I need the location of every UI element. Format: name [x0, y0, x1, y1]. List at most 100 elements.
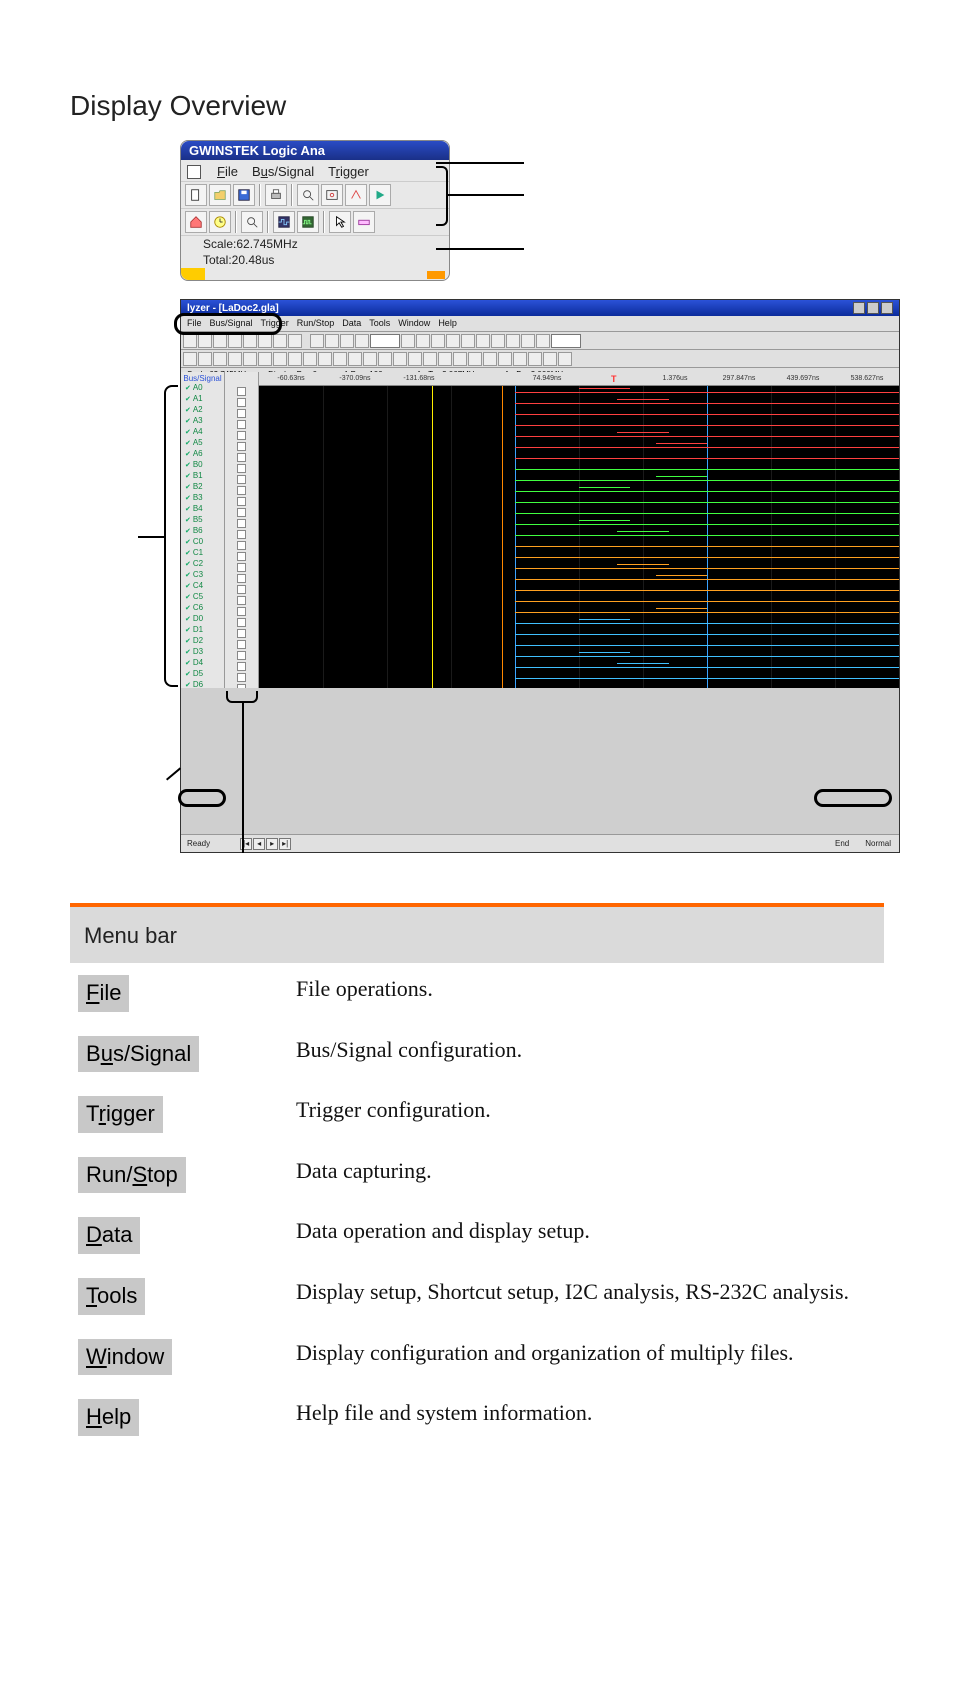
tb1-btn-4[interactable]: [243, 334, 257, 348]
tb1-btn3-2[interactable]: [431, 334, 445, 348]
trigger-cell[interactable]: [225, 496, 258, 507]
tb2-btn-5[interactable]: [258, 352, 272, 366]
tb2-btn-7[interactable]: [288, 352, 302, 366]
trigger-cell[interactable]: [225, 562, 258, 573]
cursor-button[interactable]: [329, 211, 351, 233]
tb2-btn-24[interactable]: [543, 352, 557, 366]
app-toolbar-1[interactable]: [181, 332, 899, 350]
tb1-btn2-1[interactable]: [325, 334, 339, 348]
tb2-btn-18[interactable]: [453, 352, 467, 366]
tb1-btn-1[interactable]: [198, 334, 212, 348]
signal-row[interactable]: D0: [181, 614, 224, 625]
signal-row[interactable]: A3: [181, 416, 224, 427]
trigger-cell[interactable]: [225, 639, 258, 650]
trigger-cell[interactable]: [225, 672, 258, 683]
tb1-btn3-3[interactable]: [446, 334, 460, 348]
trigger-cell[interactable]: [225, 661, 258, 672]
tb1-btn-3[interactable]: [228, 334, 242, 348]
trigger-cell[interactable]: [225, 485, 258, 496]
tb1-btn3-7[interactable]: [506, 334, 520, 348]
tb2-btn-8[interactable]: [303, 352, 317, 366]
app-toolbar-2[interactable]: [181, 350, 899, 368]
zoom-fit-button[interactable]: [297, 184, 319, 206]
signal-row[interactable]: A5: [181, 438, 224, 449]
signal-row[interactable]: B0: [181, 460, 224, 471]
signal-row[interactable]: C4: [181, 581, 224, 592]
tb2-btn-0[interactable]: [183, 352, 197, 366]
trigger-cell[interactable]: [225, 551, 258, 562]
trigger-cell[interactable]: [225, 595, 258, 606]
signal-row[interactable]: D4: [181, 658, 224, 669]
trigger-cell[interactable]: [225, 650, 258, 661]
tb1-combo-2[interactable]: [551, 334, 581, 348]
tb2-btn-2[interactable]: [213, 352, 227, 366]
btn-prev[interactable]: ◂: [253, 838, 265, 850]
trigger-cell[interactable]: [225, 430, 258, 441]
signal-row[interactable]: D1: [181, 625, 224, 636]
signal-row[interactable]: C6: [181, 603, 224, 614]
app-menu-window[interactable]: Window: [398, 318, 430, 329]
trigger-cell[interactable]: [225, 463, 258, 474]
tb2-btn-15[interactable]: [408, 352, 422, 366]
app-menu-help[interactable]: Help: [438, 318, 457, 329]
tb1-btn-6[interactable]: [273, 334, 287, 348]
tb1-btn-2[interactable]: [213, 334, 227, 348]
trigger-cell[interactable]: [225, 617, 258, 628]
tb1-combo-1[interactable]: [370, 334, 400, 348]
tb2-btn-10[interactable]: [333, 352, 347, 366]
signal-row[interactable]: B3: [181, 493, 224, 504]
btn-last[interactable]: ▸|: [279, 838, 291, 850]
trigger-cell[interactable]: [225, 408, 258, 419]
tb1-btn3-9[interactable]: [536, 334, 550, 348]
menu-chip-tools[interactable]: Tools: [78, 1278, 145, 1315]
tb2-btn-22[interactable]: [513, 352, 527, 366]
tb2-btn-4[interactable]: [243, 352, 257, 366]
signal-row[interactable]: D3: [181, 647, 224, 658]
signal-row[interactable]: B2: [181, 482, 224, 493]
app-menubar[interactable]: FileBus/SignalTriggerRun/StopDataToolsWi…: [181, 316, 899, 332]
tb1-btn3-5[interactable]: [476, 334, 490, 348]
signal-row[interactable]: C2: [181, 559, 224, 570]
tb1-btn3-0[interactable]: [401, 334, 415, 348]
tb2-btn-3[interactable]: [228, 352, 242, 366]
tb2-btn-17[interactable]: [438, 352, 452, 366]
menu-trigger[interactable]: Trigger: [328, 164, 369, 179]
playback-controls[interactable]: |◂ ◂ ▸ ▸|: [240, 838, 291, 850]
tb1-btn3-4[interactable]: [461, 334, 475, 348]
tb2-btn-16[interactable]: [423, 352, 437, 366]
tb2-btn-13[interactable]: [378, 352, 392, 366]
wave-2-button[interactable]: [297, 211, 319, 233]
trigger-cell[interactable]: [225, 386, 258, 397]
signal-row[interactable]: C5: [181, 592, 224, 603]
menu-chip-data[interactable]: Data: [78, 1217, 140, 1254]
signal-row[interactable]: A0: [181, 383, 224, 394]
trigger-cell[interactable]: [225, 606, 258, 617]
tb1-btn3-8[interactable]: [521, 334, 535, 348]
tb2-btn-11[interactable]: [348, 352, 362, 366]
tb2-btn-20[interactable]: [483, 352, 497, 366]
app-menu-tools[interactable]: Tools: [369, 318, 390, 329]
tb1-btn2-2[interactable]: [340, 334, 354, 348]
tb1-btn2-0[interactable]: [310, 334, 324, 348]
tb2-btn-21[interactable]: [498, 352, 512, 366]
clock-button[interactable]: [209, 211, 231, 233]
run-button[interactable]: [369, 184, 391, 206]
menu-chip-file[interactable]: File: [78, 975, 129, 1012]
signal-row[interactable]: A6: [181, 449, 224, 460]
trigger-cell[interactable]: [225, 419, 258, 430]
trigger-cell[interactable]: [225, 529, 258, 540]
print-button[interactable]: [265, 184, 287, 206]
tb2-btn-9[interactable]: [318, 352, 332, 366]
trigger-cell[interactable]: [225, 397, 258, 408]
new-button[interactable]: [185, 184, 207, 206]
menu-chip-bus-signal[interactable]: Bus/Signal: [78, 1036, 199, 1073]
window-controls[interactable]: [853, 302, 893, 314]
menu-chip-window[interactable]: Window: [78, 1339, 172, 1376]
trigger-cell[interactable]: [225, 573, 258, 584]
menu-file[interactable]: File: [217, 164, 238, 179]
open-button[interactable]: [209, 184, 231, 206]
signal-row[interactable]: D2: [181, 636, 224, 647]
trigger-set-button[interactable]: [345, 184, 367, 206]
tb1-btn3-6[interactable]: [491, 334, 505, 348]
tb2-btn-12[interactable]: [363, 352, 377, 366]
